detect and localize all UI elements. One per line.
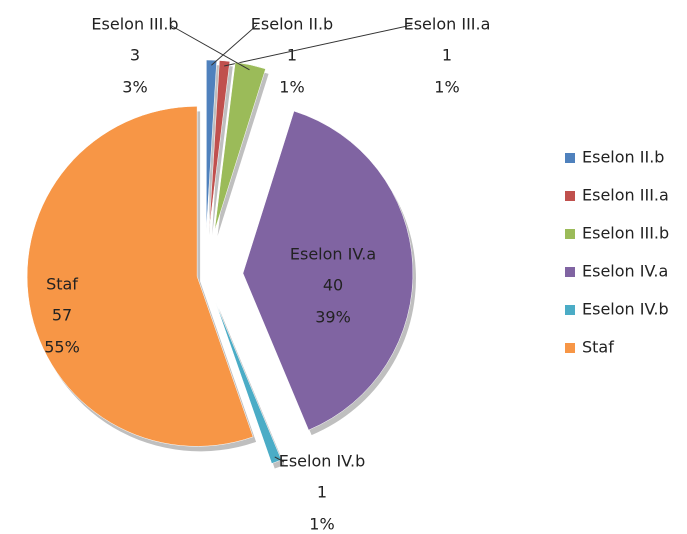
data-label: Eselon IV.a 40 39% — [290, 245, 376, 327]
label-name: Eselon III.b — [91, 15, 178, 34]
slice — [215, 302, 282, 464]
leader-line — [211, 24, 258, 66]
label-name: Eselon IV.b — [279, 452, 366, 471]
slice — [242, 110, 414, 431]
legend-swatch — [565, 229, 575, 239]
data-label: Eselon III.b 3 3% — [91, 15, 178, 97]
label-name: Eselon III.a — [404, 15, 491, 34]
leader-line — [224, 24, 413, 67]
label-value: 57 — [52, 306, 72, 325]
label-percent: 55% — [44, 338, 80, 357]
data-label: Eselon III.a 1 1% — [404, 15, 491, 97]
slice — [26, 106, 254, 447]
label-value: 3 — [130, 46, 140, 65]
data-label: Eselon IV.b 1 1% — [279, 452, 366, 534]
label-name: Eselon II.b — [251, 15, 333, 34]
leader-line — [169, 24, 250, 71]
legend-swatch — [565, 267, 575, 277]
legend-label: Eselon II.b — [582, 148, 664, 167]
label-percent: 1% — [279, 78, 304, 97]
label-percent: 39% — [315, 308, 351, 327]
data-label: Staf 57 55% — [44, 275, 80, 357]
legend-label: Eselon III.a — [582, 186, 669, 205]
leader-line — [274, 456, 285, 463]
slice — [208, 60, 231, 231]
legend-label: Staf — [582, 338, 614, 357]
label-name: Staf — [46, 275, 78, 294]
slice-shadow — [212, 65, 233, 236]
legend-label: Eselon IV.b — [582, 300, 669, 319]
label-value: 1 — [317, 483, 327, 502]
data-label: Eselon II.b 1 1% — [251, 15, 333, 97]
label-percent: 1% — [434, 78, 459, 97]
label-value: 1 — [442, 46, 452, 65]
legend-label: Eselon III.b — [582, 224, 669, 243]
legend-label: Eselon IV.a — [582, 262, 668, 281]
legend-swatch — [565, 305, 575, 315]
label-name: Eselon IV.a — [290, 245, 376, 264]
label-value: 40 — [323, 276, 343, 295]
label-value: 1 — [287, 46, 297, 65]
legend-swatch — [565, 153, 575, 163]
label-percent: 1% — [309, 515, 334, 534]
legend-swatch — [565, 191, 575, 201]
slice-shadow — [217, 67, 269, 237]
legend-swatch — [565, 343, 575, 353]
label-percent: 3% — [122, 78, 147, 97]
